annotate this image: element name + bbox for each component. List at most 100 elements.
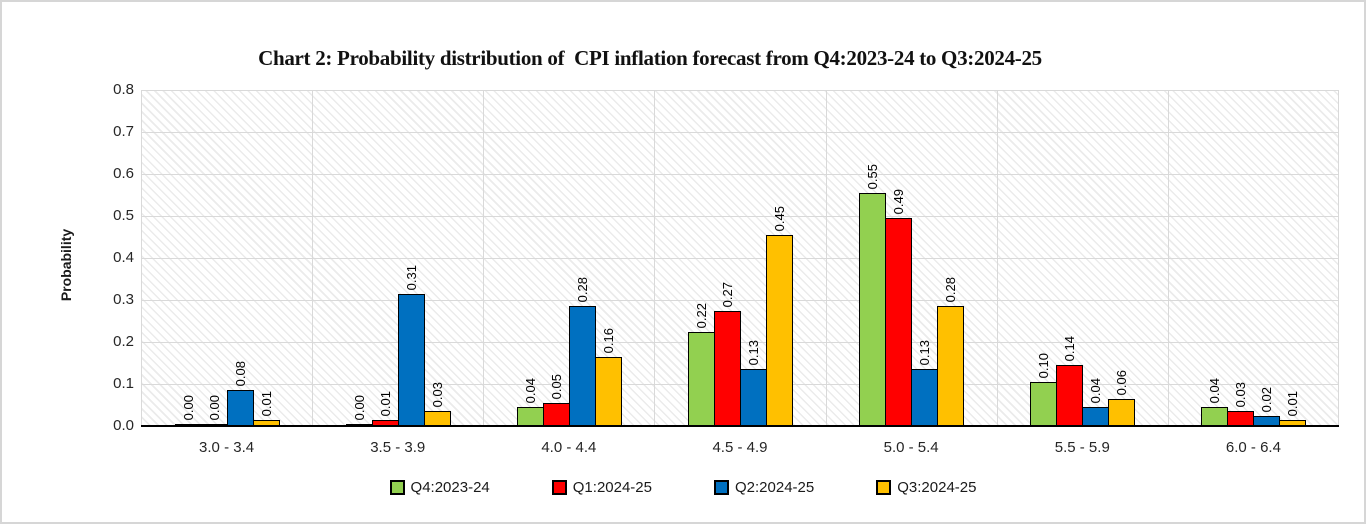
- bar-Q2:2024-25-4.0 - 4.4: [568, 306, 596, 426]
- legend-swatch-icon: [714, 480, 729, 495]
- bar-Q3:2024-25-5.5 - 5.9: [1108, 399, 1136, 426]
- x-category-label: 6.0 - 6.4: [1225, 439, 1281, 456]
- legend-label: Q2:2024-25: [735, 479, 815, 496]
- bar-data-label: 0.01: [377, 390, 393, 416]
- bar-Q3:2024-25-4.0 - 4.4: [594, 357, 622, 426]
- vertical-gridline: [1168, 90, 1169, 426]
- bar-data-label: 0.28: [943, 276, 959, 302]
- bar-Q1:2024-25-5.0 - 5.4: [885, 218, 913, 426]
- bar-Q3:2024-25-3.5 - 3.9: [423, 411, 451, 426]
- legend-label: Q4:2023-24: [410, 479, 490, 496]
- x-axis-line: [141, 425, 1339, 427]
- x-category-label: 4.5 - 4.9: [712, 439, 768, 456]
- bar-data-label: 0.55: [865, 163, 881, 189]
- y-tick-label: 0.2: [113, 333, 134, 350]
- bar-Q1:2024-25-3.0 - 3.4: [200, 424, 228, 426]
- bar-data-label: 0.27: [720, 281, 735, 307]
- legend-label: Q1:2024-25: [572, 479, 652, 496]
- bar-Q4:2023-24-3.5 - 3.9: [345, 424, 373, 426]
- vertical-gridline: [826, 90, 827, 426]
- bar-Q4:2023-24-4.5 - 4.9: [688, 332, 715, 426]
- legend-swatch-icon: [876, 480, 892, 495]
- y-tick-label: 0.6: [113, 165, 134, 182]
- bar-Q1:2024-25-6.0 - 6.4: [1227, 411, 1255, 426]
- bar-data-label: 0.22: [694, 302, 709, 328]
- y-tick-label: 0.0: [113, 417, 134, 434]
- bar-data-label: 0.49: [891, 188, 907, 214]
- bar-Q2:2024-25-5.0 - 5.4: [911, 369, 939, 426]
- bar-data-label: 0.04: [1207, 377, 1223, 403]
- legend-swatch-icon: [389, 480, 405, 495]
- y-tick-label: 0.3: [113, 291, 134, 308]
- bar-data-label: 0.04: [1088, 377, 1104, 403]
- vertical-gridline: [1338, 90, 1339, 426]
- bar-Q2:2024-25-6.0 - 6.4: [1253, 416, 1281, 426]
- bar-Q2:2024-25-4.5 - 4.9: [740, 369, 767, 426]
- bar-data-label: 0.14: [1062, 335, 1078, 361]
- bar-Q2:2024-25-5.5 - 5.9: [1082, 407, 1110, 426]
- bar-Q4:2023-24-4.0 - 4.4: [516, 407, 544, 426]
- y-tick-label: 0.8: [113, 81, 134, 98]
- plot-area: 0.00 0.00 0.08 0.01 0.00 0.01 0.31 0.03 0.04 0.05…: [141, 90, 1339, 427]
- x-category-label: 4.0 - 4.4: [541, 439, 597, 456]
- legend-swatch-icon: [551, 480, 567, 495]
- legend-item-Q3:2024-25: Q3:2024-25: [876, 479, 976, 496]
- bar-Q3:2024-25-6.0 - 6.4: [1279, 420, 1307, 426]
- bar-Q4:2023-24-5.0 - 5.4: [859, 193, 887, 426]
- bar-data-label: 0.00: [180, 394, 196, 420]
- bar-Q2:2024-25-3.0 - 3.4: [226, 390, 254, 426]
- x-category-label: 3.0 - 3.4: [199, 439, 255, 456]
- bar-data-label: 0.00: [206, 394, 222, 420]
- bar-Q1:2024-25-4.0 - 4.4: [542, 403, 570, 426]
- horizontal-gridline: [141, 216, 1339, 217]
- y-tick-label: 0.4: [113, 249, 134, 266]
- bar-data-label: 0.08: [232, 360, 248, 386]
- horizontal-gridline: [141, 132, 1339, 133]
- bar-Q2:2024-25-3.5 - 3.9: [397, 294, 425, 426]
- bar-data-label: 0.00: [351, 394, 367, 420]
- bar-Q3:2024-25-3.0 - 3.4: [252, 420, 280, 426]
- x-category-label: 5.5 - 5.9: [1054, 439, 1110, 456]
- bar-data-label: 0.16: [600, 327, 616, 353]
- chart-title: Chart 2: Probability distribution of CPI…: [258, 46, 1042, 70]
- bar-data-label: 0.13: [746, 339, 761, 365]
- legend-item-Q4:2023-24: Q4:2023-24: [389, 479, 490, 496]
- vertical-gridline: [312, 90, 313, 426]
- bar-Q4:2023-24-6.0 - 6.4: [1201, 407, 1229, 426]
- horizontal-gridline: [141, 258, 1339, 259]
- bar-data-label: 0.28: [574, 276, 590, 302]
- bar-data-label: 0.03: [1233, 381, 1249, 407]
- y-axis-title: Probability: [58, 228, 75, 302]
- bar-data-label: 0.13: [917, 339, 933, 365]
- bar-data-label: 0.01: [1285, 390, 1301, 416]
- y-tick-label: 0.7: [113, 123, 134, 140]
- legend: Q4:2023-24 Q1:2024-25 Q2:2024-25 Q3:2024-25: [2, 479, 1364, 496]
- bar-Q4:2023-24-3.0 - 3.4: [174, 424, 202, 426]
- horizontal-gridline: [141, 90, 1339, 91]
- bar-Q3:2024-25-5.0 - 5.4: [937, 306, 965, 426]
- bar-Q1:2024-25-3.5 - 3.9: [371, 420, 399, 426]
- bar-data-label: 0.31: [403, 264, 419, 290]
- bar-data-label: 0.06: [1114, 369, 1130, 395]
- bar-data-label: 0.01: [258, 390, 274, 416]
- y-tick-label: 0.1: [113, 375, 134, 392]
- bar-data-label: 0.45: [772, 205, 787, 231]
- bar-data-label: 0.10: [1036, 352, 1052, 378]
- legend-item-Q2:2024-25: Q2:2024-25: [714, 479, 814, 496]
- bar-Q1:2024-25-4.5 - 4.9: [714, 311, 741, 426]
- bar-data-label: 0.05: [548, 373, 564, 399]
- horizontal-gridline: [141, 174, 1339, 175]
- bar-data-label: 0.04: [522, 377, 538, 403]
- legend-item-Q1:2024-25: Q1:2024-25: [551, 479, 652, 496]
- bar-data-label: 0.02: [1259, 386, 1275, 412]
- bar-Q1:2024-25-5.5 - 5.9: [1056, 365, 1084, 426]
- horizontal-gridline: [141, 300, 1339, 301]
- legend-label: Q3:2024-25: [897, 479, 977, 496]
- x-category-label: 5.0 - 5.4: [883, 439, 939, 456]
- vertical-gridline: [141, 90, 142, 426]
- vertical-gridline: [997, 90, 998, 426]
- y-tick-label: 0.5: [113, 207, 134, 224]
- bar-Q4:2023-24-5.5 - 5.9: [1030, 382, 1058, 426]
- bar-data-label: 0.03: [429, 381, 445, 407]
